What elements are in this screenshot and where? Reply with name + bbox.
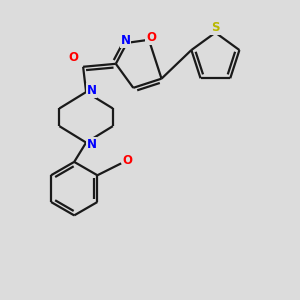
Text: N: N (86, 138, 96, 151)
Text: N: N (121, 34, 130, 47)
Text: O: O (123, 154, 133, 167)
Text: O: O (69, 51, 79, 64)
Text: S: S (211, 21, 220, 34)
Text: O: O (146, 31, 156, 44)
Text: N: N (86, 84, 96, 97)
